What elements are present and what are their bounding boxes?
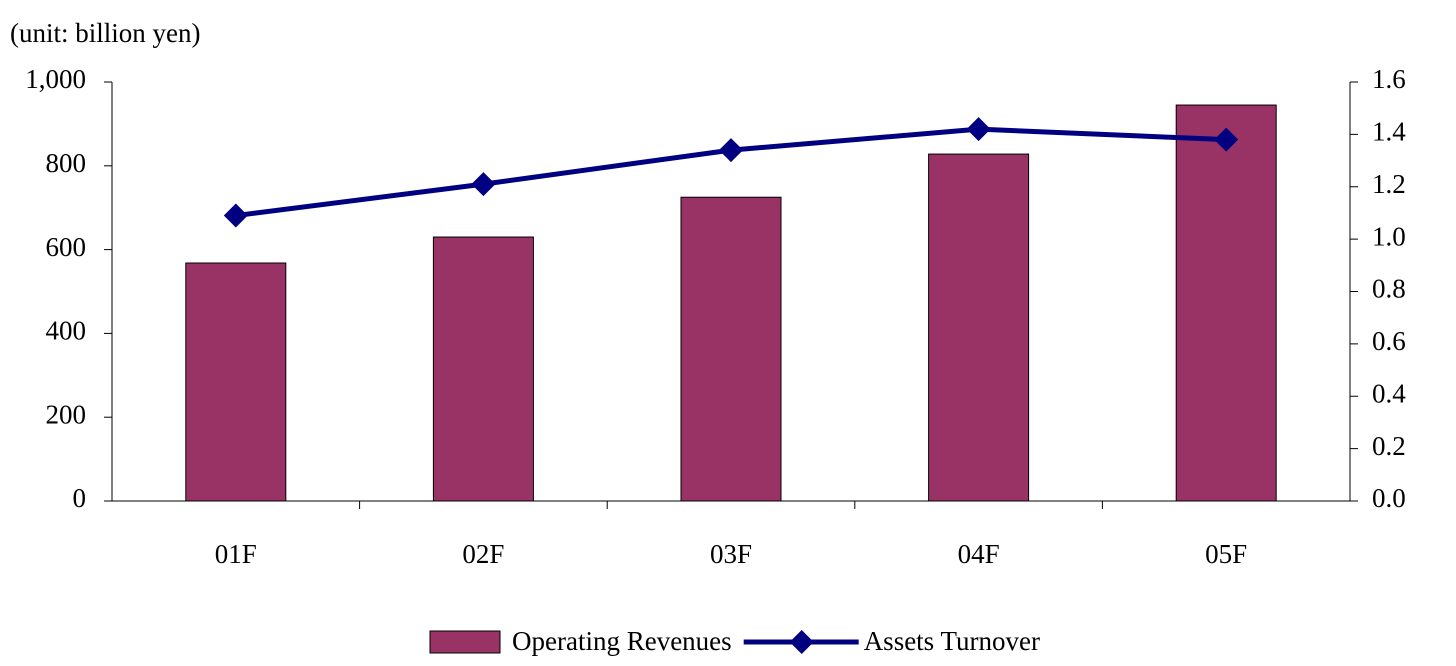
bar bbox=[928, 153, 1030, 502]
line-marker bbox=[471, 172, 496, 197]
legend-label: Assets Turnover bbox=[864, 626, 1040, 656]
legend-label: Operating Revenues bbox=[512, 626, 732, 656]
y-tick-label: 0 bbox=[73, 483, 87, 513]
y-tick-label: 600 bbox=[46, 232, 87, 262]
y2-tick-label: 0.6 bbox=[1372, 326, 1406, 356]
bar bbox=[432, 236, 534, 502]
x-tick-label: 03F bbox=[710, 539, 752, 569]
x-tick-label: 01F bbox=[215, 539, 257, 569]
line-marker bbox=[1214, 127, 1239, 152]
x-tick-label: 05F bbox=[1205, 539, 1247, 569]
line-marker bbox=[719, 138, 743, 163]
y2-tick-label: 0.2 bbox=[1372, 431, 1406, 461]
line-marker bbox=[966, 117, 991, 142]
y2-tick-label: 1.6 bbox=[1372, 64, 1406, 94]
y-tick-label: 400 bbox=[46, 316, 87, 346]
y-tick-label: 1,000 bbox=[25, 64, 86, 94]
x-tick-label: 02F bbox=[462, 539, 504, 569]
y2-tick-label: 0.8 bbox=[1372, 274, 1406, 304]
y-tick-label: 200 bbox=[46, 399, 87, 429]
line-marker bbox=[223, 203, 248, 228]
y-tick-label: 800 bbox=[46, 148, 87, 178]
y2-tick-label: 1.0 bbox=[1372, 221, 1406, 251]
bar bbox=[1175, 104, 1277, 502]
y2-tick-label: 0.0 bbox=[1372, 483, 1406, 513]
bar bbox=[185, 262, 287, 502]
legend-marker bbox=[789, 630, 814, 654]
bar bbox=[680, 196, 782, 502]
unit-label: (unit: billion yen) bbox=[10, 18, 200, 48]
y2-tick-label: 1.2 bbox=[1372, 169, 1406, 199]
x-tick-label: 04F bbox=[958, 539, 1000, 569]
y2-tick-label: 1.4 bbox=[1372, 117, 1406, 147]
legend-swatch bbox=[429, 630, 501, 654]
y2-tick-label: 0.4 bbox=[1372, 378, 1406, 408]
